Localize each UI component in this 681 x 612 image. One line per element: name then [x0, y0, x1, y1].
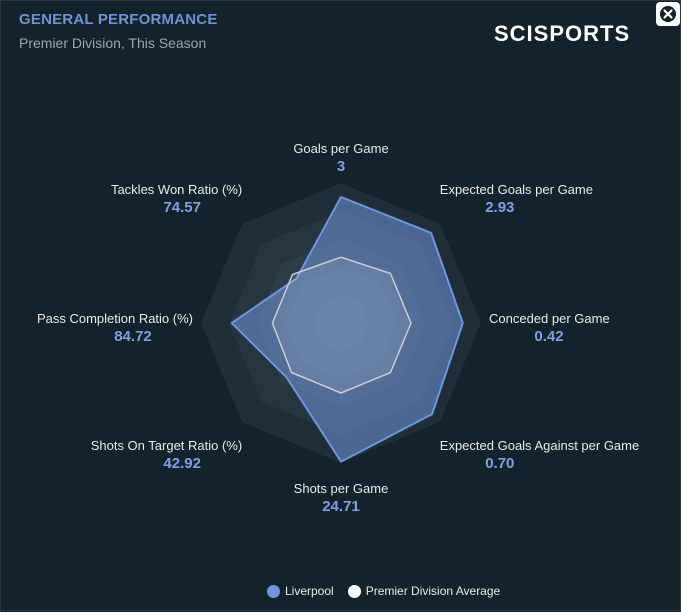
axis-label-goals-per-game: Goals per Game — [293, 141, 388, 156]
close-icon — [660, 6, 676, 22]
axis-value-shots-on-target-ratio: 42.92 — [163, 455, 201, 472]
legend-label-average: Premier Division Average — [365, 584, 501, 598]
axis-value-expected-goals-against-per-game: 0.70 — [485, 455, 514, 472]
legend-swatch-average — [347, 584, 361, 598]
chart-title: GENERAL PERFORMANCE — [19, 11, 218, 28]
legend-item-liverpool[interactable]: Liverpool — [267, 584, 334, 598]
axis-value-expected-goals-per-game: 2.93 — [485, 199, 514, 216]
axis-value-goals-per-game: 3 — [337, 158, 345, 175]
radar-series-liverpool — [230, 196, 464, 463]
axis-label-shots-on-target-ratio: Shots On Target Ratio (%) — [91, 438, 243, 453]
axis-label-pass-completion-ratio: Pass Completion Ratio (%) — [37, 311, 193, 326]
legend-label-liverpool: Liverpool — [285, 584, 334, 598]
axis-label-shots-per-game: Shots per Game — [294, 481, 389, 496]
legend: Liverpool Premier Division Average — [267, 584, 508, 598]
radar-series-average — [271, 256, 412, 394]
axis-value-tackles-won-ratio: 74.57 — [163, 199, 201, 216]
axis-value-shots-per-game: 24.71 — [322, 498, 360, 515]
chart-subtitle: Premier Division, This Season — [19, 35, 207, 51]
axis-label-expected-goals-against-per-game: Expected Goals Against per Game — [440, 438, 639, 453]
legend-item-average[interactable]: Premier Division Average — [347, 584, 501, 598]
axis-value-pass-completion-ratio: 84.72 — [114, 328, 152, 345]
legend-swatch-liverpool — [267, 584, 280, 598]
close-button[interactable] — [656, 2, 680, 26]
axis-value-conceded-per-game: 0.42 — [534, 328, 563, 345]
axis-label-expected-goals-per-game: Expected Goals per Game — [440, 182, 593, 197]
axis-label-tackles-won-ratio: Tackles Won Ratio (%) — [111, 182, 242, 197]
brand-logo: SCISPORTS — [494, 21, 631, 46]
axis-label-conceded-per-game: Conceded per Game — [489, 311, 610, 326]
